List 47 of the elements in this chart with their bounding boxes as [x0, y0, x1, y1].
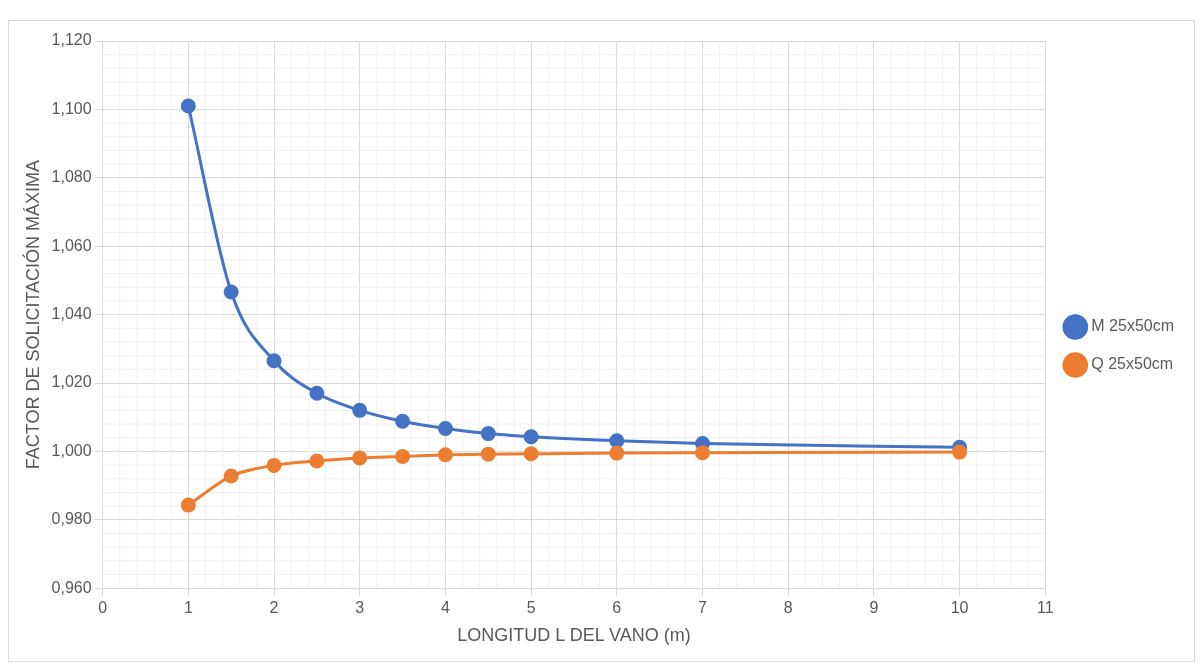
point [223, 284, 239, 300]
x-tick-label: 1 [183, 599, 193, 617]
x-tick-label: 0 [98, 599, 108, 617]
point [395, 413, 411, 429]
point [180, 497, 196, 513]
point [437, 447, 453, 463]
x-tick-label: 9 [869, 599, 879, 617]
y-tick-label: 1,100 [51, 99, 92, 117]
point [309, 453, 325, 469]
point [609, 433, 625, 449]
x-tick-label: 4 [440, 599, 450, 617]
point [223, 468, 239, 484]
point [395, 449, 411, 465]
y-tick-label: 0,960 [51, 578, 92, 596]
x-tick-label: 7 [698, 599, 708, 617]
x-tick-label: 5 [526, 599, 536, 617]
y-tick-label: 1,040 [51, 305, 92, 323]
y-tick-label: 0,980 [51, 510, 92, 528]
x-tick-label: 3 [355, 599, 365, 617]
x-tick-label: 2 [269, 599, 279, 617]
point [952, 444, 968, 460]
point [523, 429, 539, 445]
point [180, 98, 196, 114]
point [609, 445, 625, 461]
point [480, 426, 496, 442]
x-axis-title: LONGITUD L DEL VANO (m) [457, 625, 691, 646]
point [266, 457, 282, 473]
point [309, 385, 325, 401]
point [352, 402, 368, 418]
legend-label: Q 25x50cm [1091, 355, 1174, 373]
x-tick-label: 11 [1037, 599, 1054, 617]
y-tick-label: 1,120 [51, 31, 92, 49]
point [266, 353, 282, 369]
point [437, 420, 453, 436]
y-axis-title: FACTOR DE SOLICITACIÓN MÁXIMA [21, 159, 43, 470]
point [695, 445, 711, 461]
x-tick-label: 8 [783, 599, 793, 617]
y-tick-label: 1,000 [51, 441, 92, 459]
point [523, 446, 539, 462]
x-tick-label: 6 [612, 599, 622, 617]
x-tick-label: 10 [950, 599, 969, 617]
legend-label: M 25x50cm [1091, 317, 1175, 335]
point [352, 450, 368, 466]
y-tick-label: 1,080 [51, 168, 92, 186]
y-tick-label: 1,020 [51, 373, 92, 391]
point [480, 446, 496, 462]
y-tick-label: 1,060 [51, 236, 92, 254]
